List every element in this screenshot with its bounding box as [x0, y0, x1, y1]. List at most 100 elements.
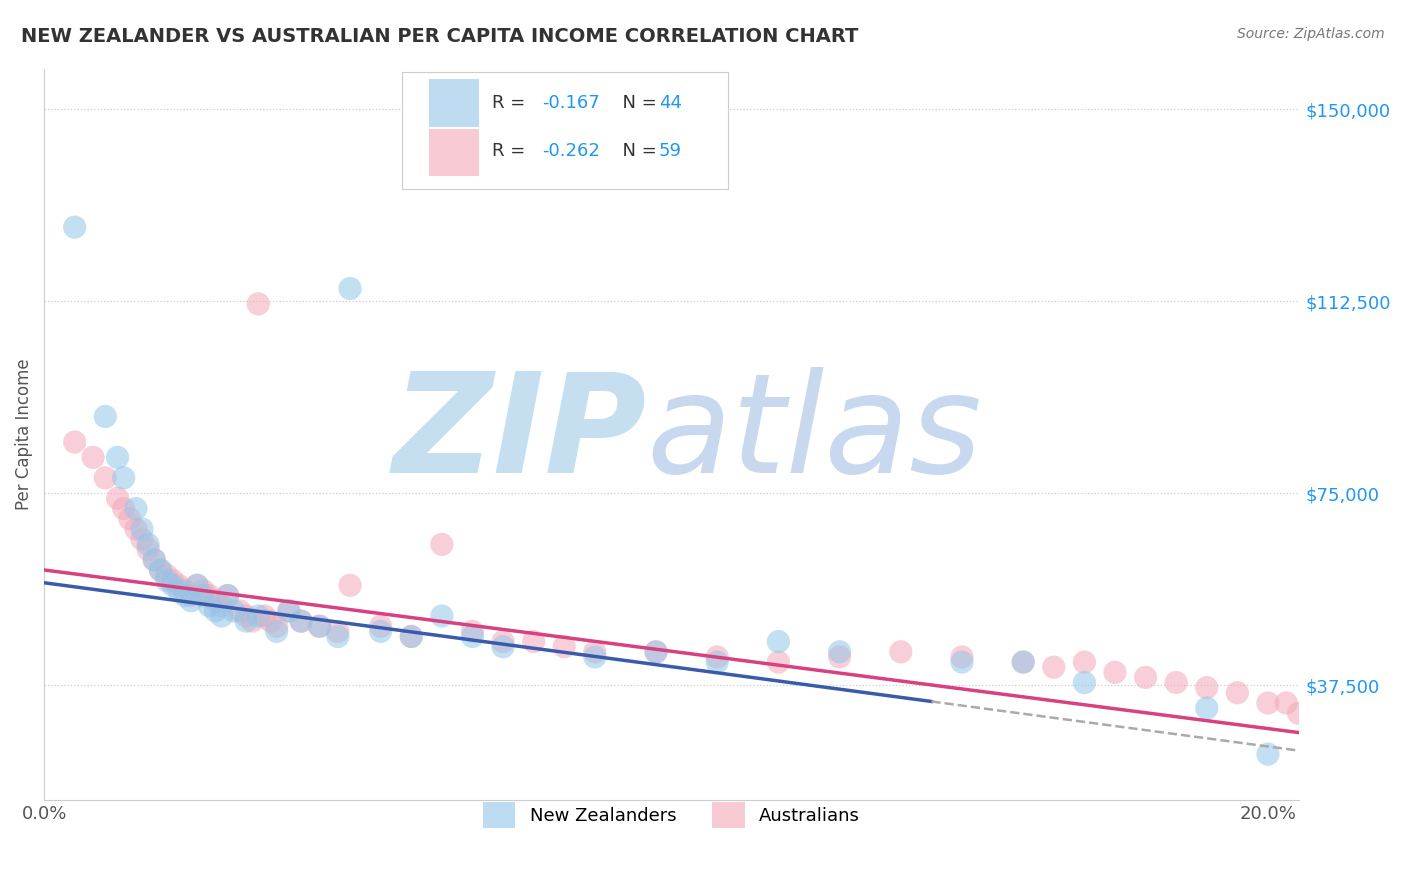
Point — [155, 573, 177, 587]
Point — [1166, 675, 1188, 690]
Point — [229, 604, 252, 618]
Point — [290, 614, 312, 628]
Point — [583, 645, 606, 659]
Point — [828, 649, 851, 664]
Point — [112, 501, 135, 516]
Point — [247, 609, 270, 624]
Point — [1135, 670, 1157, 684]
Point — [211, 599, 233, 613]
Point — [186, 578, 208, 592]
Point — [645, 645, 668, 659]
Text: Source: ZipAtlas.com: Source: ZipAtlas.com — [1237, 27, 1385, 41]
Point — [1275, 696, 1298, 710]
FancyBboxPatch shape — [429, 79, 479, 127]
Point — [339, 281, 361, 295]
Point — [193, 583, 215, 598]
Point — [1195, 681, 1218, 695]
Point — [277, 604, 299, 618]
Point — [162, 578, 184, 592]
Point — [1257, 696, 1279, 710]
Point — [131, 533, 153, 547]
Point — [180, 593, 202, 607]
Point — [523, 634, 546, 648]
Y-axis label: Per Capita Income: Per Capita Income — [15, 359, 32, 510]
Text: R =: R = — [492, 142, 531, 161]
Point — [266, 619, 288, 633]
Point — [768, 634, 790, 648]
Text: -0.262: -0.262 — [543, 142, 600, 161]
Point — [1073, 655, 1095, 669]
FancyBboxPatch shape — [429, 128, 479, 176]
Point — [1073, 675, 1095, 690]
Point — [1104, 665, 1126, 680]
Point — [461, 630, 484, 644]
Text: N =: N = — [612, 94, 662, 112]
Point — [125, 522, 148, 536]
Point — [107, 491, 129, 506]
Point — [131, 522, 153, 536]
Point — [645, 645, 668, 659]
Point — [259, 614, 281, 628]
Point — [706, 649, 728, 664]
Legend: New Zealanders, Australians: New Zealanders, Australians — [475, 795, 868, 835]
Point — [240, 614, 263, 628]
Point — [211, 609, 233, 624]
Point — [167, 583, 190, 598]
Point — [583, 649, 606, 664]
FancyBboxPatch shape — [402, 72, 728, 189]
Text: R =: R = — [492, 94, 531, 112]
Point — [253, 609, 276, 624]
Text: atlas: atlas — [647, 367, 981, 502]
Point — [339, 578, 361, 592]
Point — [167, 578, 190, 592]
Text: N =: N = — [612, 142, 662, 161]
Point — [308, 619, 330, 633]
Point — [430, 537, 453, 551]
Point — [94, 471, 117, 485]
Point — [204, 593, 226, 607]
Point — [401, 630, 423, 644]
Point — [217, 589, 239, 603]
Point — [247, 297, 270, 311]
Point — [1226, 686, 1249, 700]
Point — [198, 599, 221, 613]
Point — [326, 630, 349, 644]
Text: NEW ZEALANDER VS AUSTRALIAN PER CAPITA INCOME CORRELATION CHART: NEW ZEALANDER VS AUSTRALIAN PER CAPITA I… — [21, 27, 859, 45]
Point — [63, 435, 86, 450]
Point — [1257, 747, 1279, 761]
Point — [326, 624, 349, 639]
Point — [136, 537, 159, 551]
Point — [768, 655, 790, 669]
Point — [180, 589, 202, 603]
Point — [143, 552, 166, 566]
Point — [290, 614, 312, 628]
Point — [125, 501, 148, 516]
Point — [1012, 655, 1035, 669]
Point — [186, 578, 208, 592]
Text: ZIP: ZIP — [392, 367, 647, 502]
Point — [162, 573, 184, 587]
Point — [63, 220, 86, 235]
Point — [1012, 655, 1035, 669]
Point — [149, 563, 172, 577]
Text: -0.167: -0.167 — [543, 94, 600, 112]
Point — [222, 604, 245, 618]
Point — [204, 604, 226, 618]
Point — [193, 589, 215, 603]
Point — [430, 609, 453, 624]
Point — [1195, 701, 1218, 715]
Point — [370, 624, 392, 639]
Point — [492, 640, 515, 654]
Point — [266, 624, 288, 639]
Point — [492, 634, 515, 648]
Point — [950, 649, 973, 664]
Point — [1288, 706, 1310, 721]
Point — [235, 614, 257, 628]
Point — [82, 450, 104, 465]
Point — [461, 624, 484, 639]
Point — [890, 645, 912, 659]
Point — [706, 655, 728, 669]
Point — [118, 512, 141, 526]
Point — [94, 409, 117, 424]
Point — [277, 604, 299, 618]
